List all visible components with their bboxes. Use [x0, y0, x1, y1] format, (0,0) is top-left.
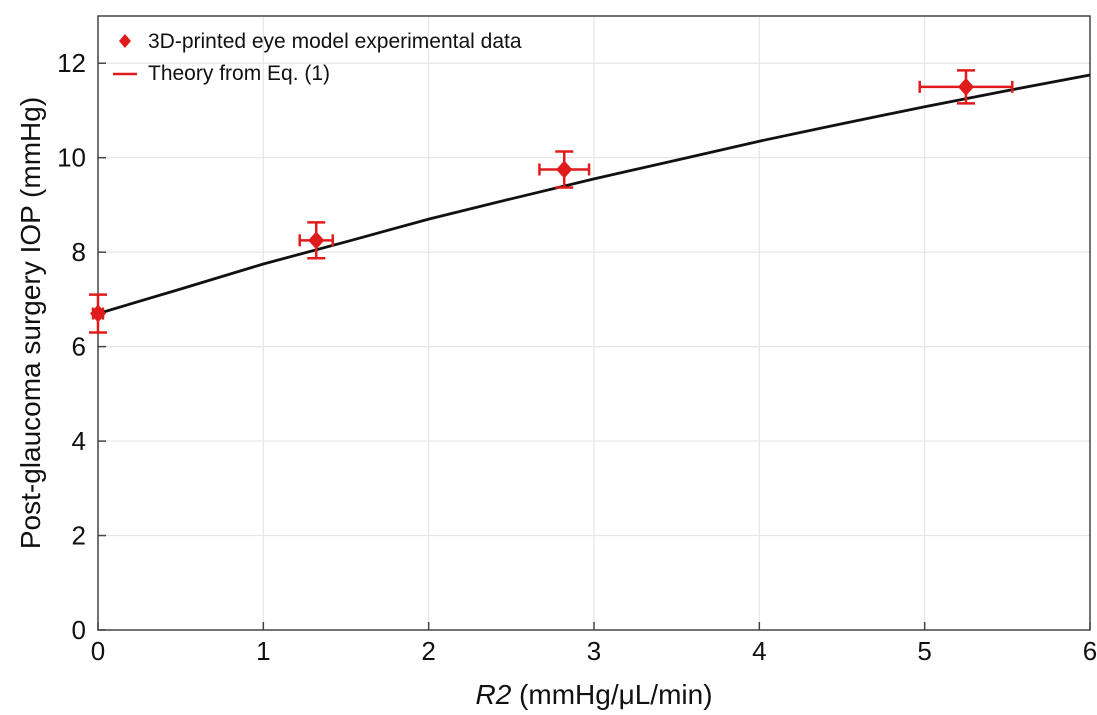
data-point-diamond: [90, 304, 106, 323]
y-tick-label: 6: [72, 332, 86, 362]
x-axis-label-symbol: R2: [475, 679, 511, 710]
x-tick-label: 2: [421, 636, 435, 666]
x-axis-label: R2 (mmHg/μL/min): [475, 679, 712, 710]
x-tick-label: 0: [91, 636, 105, 666]
y-tick-label: 12: [57, 48, 86, 78]
legend-label-theory: Theory from Eq. (1): [148, 62, 330, 85]
y-axis-label: Post-glaucoma surgery IOP (mmHg): [15, 97, 46, 549]
y-tick-label: 0: [72, 615, 86, 645]
x-axis-label-units: (mmHg/μL/min): [519, 679, 712, 710]
data-point-group: [538, 150, 591, 189]
x-tick-label: 5: [917, 636, 931, 666]
theory-line-layer: [97, 73, 1091, 315]
legend: 3D-printed eye model experimental data T…: [113, 30, 522, 85]
data-point-group: [918, 69, 1014, 105]
data-point-diamond: [308, 231, 325, 250]
x-tick-label: 4: [752, 636, 766, 666]
x-tick-label: 3: [587, 636, 601, 666]
data-point-diamond: [556, 160, 573, 179]
theory-line: [97, 73, 1091, 315]
y-tick-label: 8: [72, 237, 86, 267]
grid: [98, 16, 1090, 630]
data-point-group: [89, 293, 107, 334]
legend-label-data: 3D-printed eye model experimental data: [148, 30, 522, 53]
x-tick-label: 6: [1083, 636, 1097, 666]
legend-marker-diamond: [119, 34, 131, 48]
y-tick-label: 4: [72, 426, 86, 456]
points-layer: [89, 69, 1014, 334]
data-point-diamond: [958, 77, 974, 96]
y-tick-label: 2: [72, 521, 86, 551]
y-tick-label: 10: [57, 143, 86, 173]
x-tick-label: 1: [256, 636, 270, 666]
data-point-group: [298, 221, 335, 260]
